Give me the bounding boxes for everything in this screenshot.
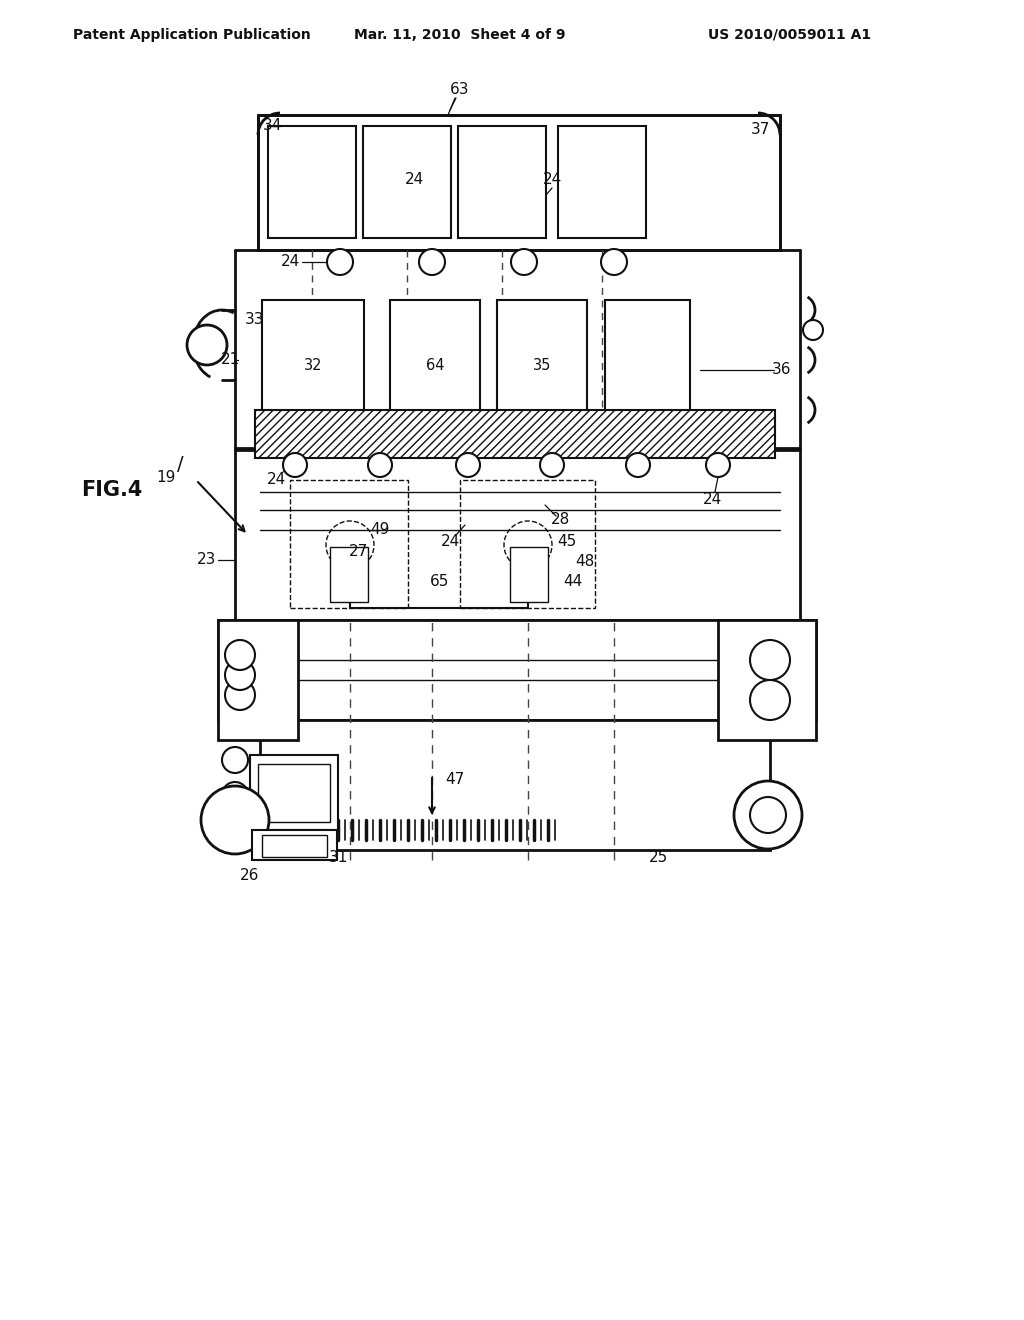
Text: 48: 48 — [575, 554, 595, 569]
Text: 28: 28 — [550, 512, 569, 528]
Text: 36: 36 — [772, 363, 792, 378]
Text: 24: 24 — [266, 473, 286, 487]
Bar — [260, 719, 770, 850]
Text: 65: 65 — [430, 574, 450, 590]
Text: 47: 47 — [445, 772, 465, 788]
Bar — [250, 755, 338, 830]
Text: 37: 37 — [751, 123, 770, 137]
Text: 63: 63 — [451, 82, 470, 98]
Text: 19: 19 — [157, 470, 176, 484]
Bar — [497, 300, 587, 430]
Bar — [258, 764, 330, 822]
Text: FIG.4: FIG.4 — [81, 480, 142, 500]
Circle shape — [750, 640, 790, 680]
Bar — [390, 300, 480, 430]
Circle shape — [456, 453, 480, 477]
Circle shape — [222, 781, 248, 808]
Text: 32: 32 — [304, 358, 323, 372]
Text: 31: 31 — [329, 850, 348, 866]
Bar — [605, 300, 690, 430]
Bar — [262, 836, 327, 857]
Circle shape — [601, 249, 627, 275]
Bar — [218, 620, 816, 719]
Text: 21: 21 — [220, 352, 240, 367]
Bar — [234, 447, 800, 620]
Text: 64: 64 — [426, 358, 444, 372]
Text: US 2010/0059011 A1: US 2010/0059011 A1 — [709, 28, 871, 42]
Circle shape — [706, 453, 730, 477]
Circle shape — [626, 453, 650, 477]
Circle shape — [511, 249, 537, 275]
Text: 27: 27 — [348, 544, 368, 560]
Circle shape — [734, 781, 802, 849]
Circle shape — [187, 325, 227, 366]
Bar — [558, 125, 646, 238]
Bar — [268, 125, 356, 238]
Circle shape — [750, 680, 790, 719]
Text: 24: 24 — [406, 173, 425, 187]
Circle shape — [225, 640, 255, 671]
Bar — [258, 115, 780, 249]
Text: 35: 35 — [532, 358, 551, 372]
Bar — [255, 411, 775, 458]
Bar — [290, 480, 408, 609]
Circle shape — [327, 249, 353, 275]
Bar — [252, 830, 337, 861]
Circle shape — [225, 680, 255, 710]
Text: 25: 25 — [648, 850, 668, 866]
Bar — [510, 546, 548, 602]
Circle shape — [225, 660, 255, 690]
Text: 44: 44 — [563, 574, 583, 590]
Bar — [330, 546, 368, 602]
Text: 24: 24 — [281, 255, 300, 269]
Text: 45: 45 — [557, 535, 577, 549]
Text: 26: 26 — [241, 867, 260, 883]
Bar — [218, 620, 298, 741]
Text: 33: 33 — [246, 313, 265, 327]
Bar — [262, 300, 364, 430]
Circle shape — [803, 319, 823, 341]
Text: Mar. 11, 2010  Sheet 4 of 9: Mar. 11, 2010 Sheet 4 of 9 — [354, 28, 565, 42]
Circle shape — [368, 453, 392, 477]
Text: 49: 49 — [371, 523, 390, 537]
Bar — [458, 125, 546, 238]
Text: /: / — [177, 455, 183, 474]
Circle shape — [750, 797, 786, 833]
Text: 24: 24 — [440, 535, 460, 549]
Text: 24: 24 — [702, 492, 722, 507]
Circle shape — [222, 817, 248, 843]
Circle shape — [222, 747, 248, 774]
Circle shape — [540, 453, 564, 477]
Bar — [362, 125, 451, 238]
Circle shape — [283, 453, 307, 477]
Text: 34: 34 — [262, 117, 282, 132]
Text: Patent Application Publication: Patent Application Publication — [73, 28, 311, 42]
Text: 24: 24 — [543, 173, 561, 187]
Bar — [460, 480, 595, 609]
Text: 23: 23 — [198, 553, 217, 568]
Bar — [718, 620, 816, 741]
Circle shape — [419, 249, 445, 275]
Circle shape — [201, 785, 269, 854]
